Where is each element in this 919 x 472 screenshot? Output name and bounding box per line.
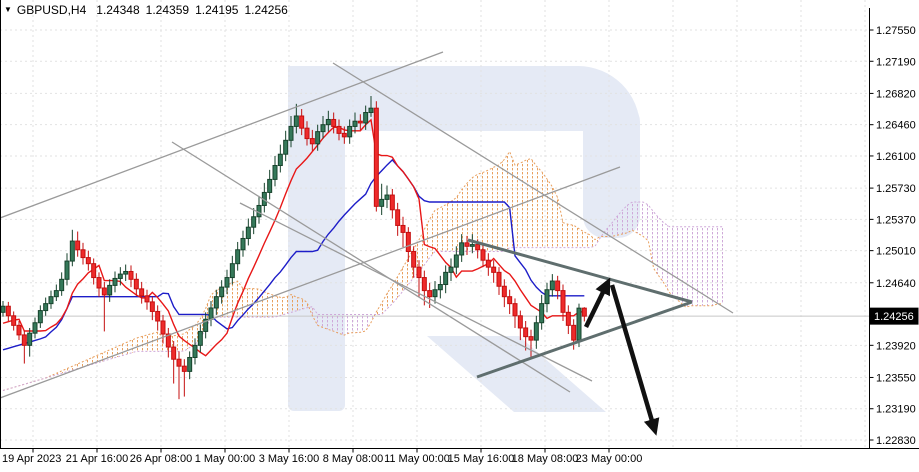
symbol-timeframe-label[interactable]: GBPUSD,H4 xyxy=(16,3,87,17)
svg-text:23 May 00:00: 23 May 00:00 xyxy=(576,453,643,465)
arrow-down-forecast[interactable] xyxy=(609,284,660,436)
triangle-support[interactable] xyxy=(476,300,693,379)
axes xyxy=(0,0,919,449)
ascending-channel-upper[interactable] xyxy=(0,51,444,219)
triangle-resistance[interactable] xyxy=(467,238,693,304)
svg-text:21 Apr 16:00: 21 Apr 16:00 xyxy=(66,453,128,465)
chevron-down-icon[interactable]: ▼ xyxy=(4,5,12,14)
svg-text:18 May 08:00: 18 May 08:00 xyxy=(512,453,579,465)
svg-text:1.25010: 1.25010 xyxy=(876,246,916,258)
svg-text:8 May 08:00: 8 May 08:00 xyxy=(323,453,384,465)
svg-text:1.26820: 1.26820 xyxy=(876,88,916,100)
ascending-channel-lower[interactable] xyxy=(0,166,621,399)
brand-watermark xyxy=(288,66,640,412)
price-axis[interactable]: 1.27550 1.27190 1.26820 1.26460 1.26100 1.257… xyxy=(869,25,916,447)
svg-text:1.26100: 1.26100 xyxy=(876,151,916,163)
svg-text:1.23190: 1.23190 xyxy=(876,404,916,416)
quote-close: 1.24256 xyxy=(244,3,288,17)
descending-line-3[interactable] xyxy=(332,62,734,314)
svg-text:1.25370: 1.25370 xyxy=(876,214,916,226)
svg-text:11 May 00:00: 11 May 00:00 xyxy=(384,453,450,465)
current-price-badge: 1.24256 xyxy=(869,307,919,325)
quote-low: 1.24195 xyxy=(195,3,239,17)
svg-text:1.25730: 1.25730 xyxy=(876,183,916,195)
svg-text:26 Apr 08:00: 26 Apr 08:00 xyxy=(130,453,192,465)
svg-text:3 May 16:00: 3 May 16:00 xyxy=(259,453,320,465)
svg-text:19 Apr 2023: 19 Apr 2023 xyxy=(2,453,61,465)
candles-layer xyxy=(0,96,587,400)
arrow-up-breakpoint[interactable] xyxy=(583,277,611,328)
svg-text:1.24256: 1.24256 xyxy=(874,311,914,323)
quote-open: 1.24348 xyxy=(96,3,140,17)
kijun-sen-line xyxy=(2,158,585,351)
svg-text:1.27190: 1.27190 xyxy=(876,56,916,68)
svg-text:1.22830: 1.22830 xyxy=(876,435,916,447)
time-axis[interactable]: 19 Apr 2023 21 Apr 16:00 26 Apr 08:00 1 May… xyxy=(2,448,643,466)
svg-text:1.23920: 1.23920 xyxy=(876,340,916,352)
svg-text:15 May 16:00: 15 May 16:00 xyxy=(448,453,515,465)
descending-line-1[interactable] xyxy=(171,141,571,393)
descending-line-2[interactable] xyxy=(239,202,593,382)
svg-text:1.27550: 1.27550 xyxy=(876,25,916,37)
symbol-header[interactable]: ▼ GBPUSD,H4 1.24348 1.24359 1.24195 1.24… xyxy=(4,3,294,17)
svg-text:1.26460: 1.26460 xyxy=(876,120,916,132)
svg-text:1.24640: 1.24640 xyxy=(876,278,916,290)
quote-high: 1.24359 xyxy=(145,3,190,17)
svg-text:1.23550: 1.23550 xyxy=(876,372,916,384)
svg-text:1 May 00:00: 1 May 00:00 xyxy=(195,453,256,465)
